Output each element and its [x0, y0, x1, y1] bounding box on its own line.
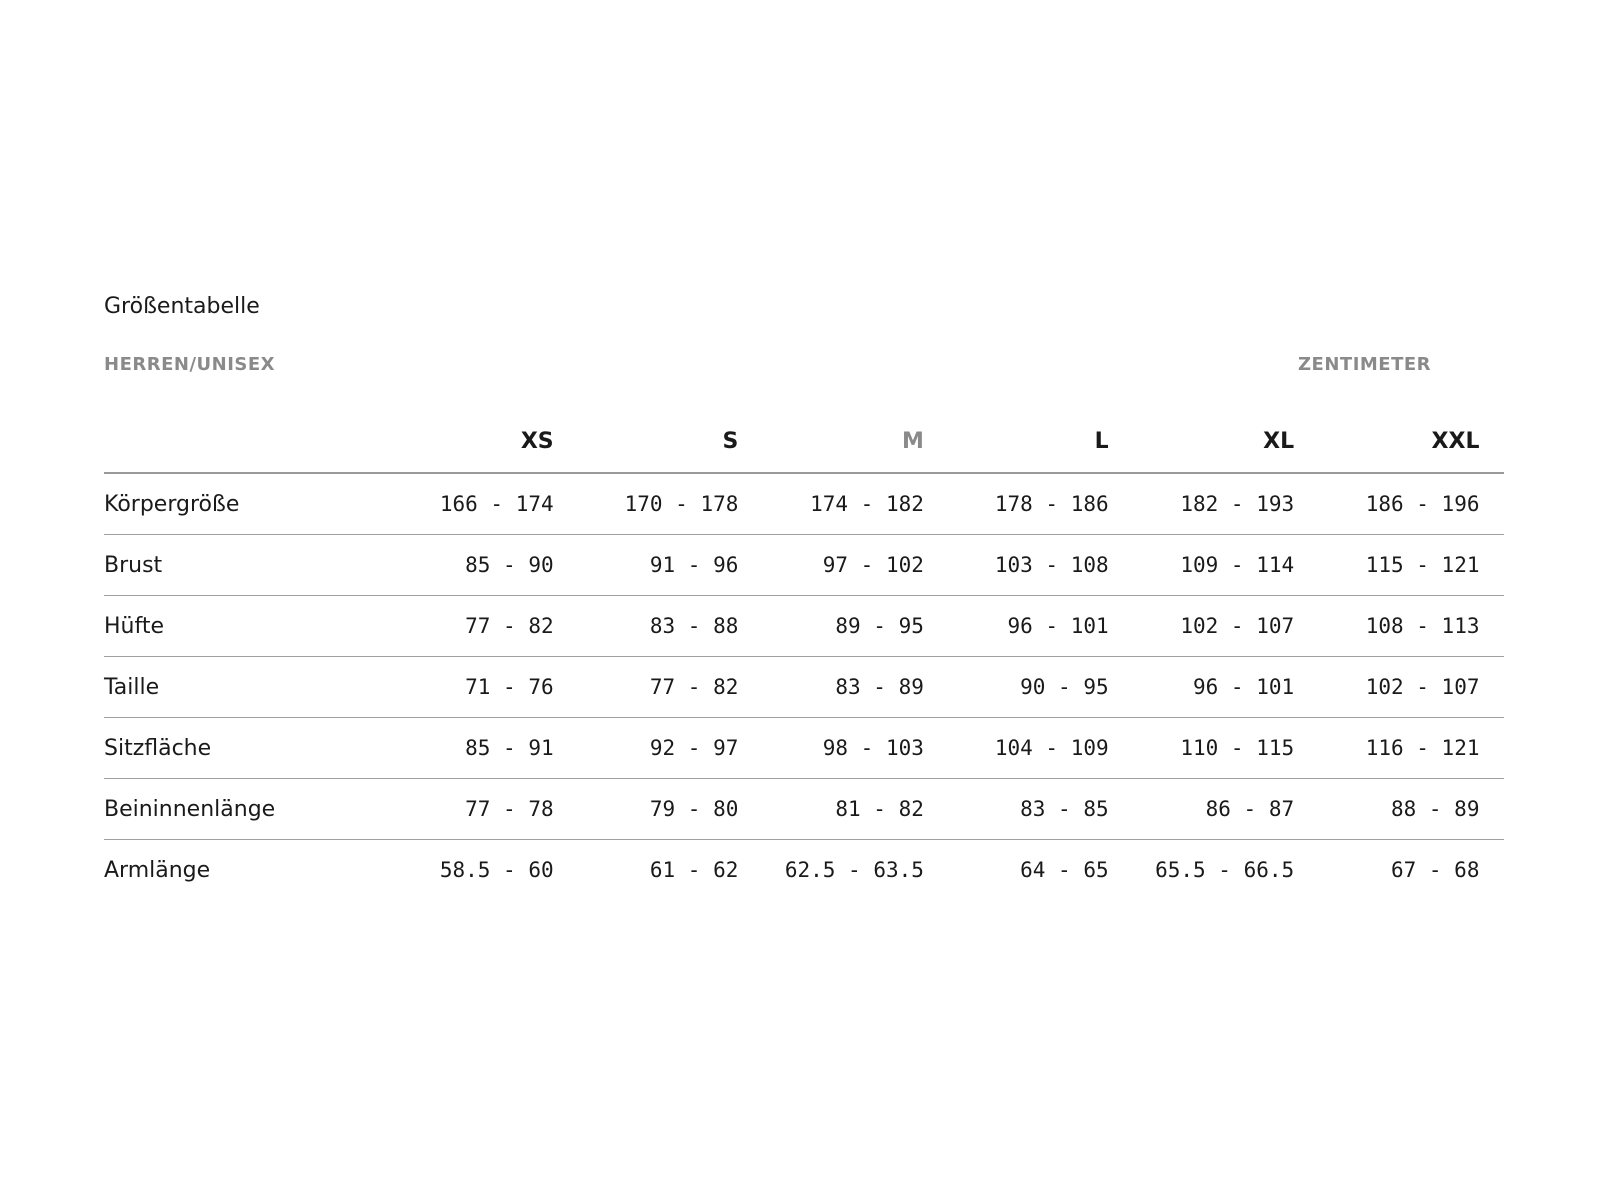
header-empty-cell	[104, 410, 369, 474]
size-value-cell: 79 - 80	[553, 778, 739, 840]
size-value-cell: 96 - 101	[923, 595, 1109, 657]
size-value-cell: 77 - 82	[553, 656, 739, 718]
size-value-cell: 109 - 114	[1108, 534, 1295, 596]
size-value-cell: 88 - 89	[1294, 778, 1480, 840]
size-value-cell: 186 - 196	[1294, 473, 1480, 535]
size-value-cell: 90 - 95	[923, 656, 1109, 718]
size-value-cell: 77 - 82	[368, 595, 554, 657]
unit-label: ZENTIMETER	[1298, 354, 1432, 375]
header-pad	[1479, 410, 1504, 474]
row-label: Beininnenlänge	[104, 778, 369, 840]
row-label: Hüfte	[104, 595, 369, 657]
size-value-cell: 97 - 102	[738, 534, 924, 596]
size-value-cell: 89 - 95	[738, 595, 924, 657]
size-header-m: M	[738, 410, 924, 474]
table-row: Sitzfläche 85 - 91 92 - 97 98 - 103 104 - 10…	[104, 717, 1504, 779]
size-value-cell: 102 - 107	[1294, 656, 1480, 718]
category-label: HERREN/UNISEX	[104, 354, 276, 375]
table-row: Beininnenlänge 77 - 78 79 - 80 81 - 82 83 - …	[104, 778, 1504, 840]
size-value-cell: 102 - 107	[1108, 595, 1295, 657]
size-value-cell: 71 - 76	[368, 656, 554, 718]
table-row: Taille 71 - 76 77 - 82 83 - 89 90 - 95 96 - 1…	[104, 656, 1504, 718]
size-value-cell: 61 - 62	[649, 858, 739, 882]
size-value-cell: 96 - 101	[1108, 656, 1295, 718]
size-value-cell: 110 - 115	[1108, 717, 1295, 779]
size-table: XS S M L XL XXL Körpergröße 166 - 174 170 - 178…	[104, 410, 1504, 900]
table-row: Armlänge 58.5 - 60 61 - 62 62.5 - 63.5 64 - …	[104, 840, 1504, 901]
size-value-cell: 182 - 193	[1108, 473, 1295, 535]
size-value-cell: 178 - 186	[923, 473, 1109, 535]
size-value-cell: 116 - 121	[1294, 717, 1480, 779]
row-label: Körpergröße	[104, 473, 369, 535]
size-value-cell: 174 - 182	[738, 473, 924, 535]
size-header-xxl: XXL	[1294, 410, 1480, 474]
size-header-xl: XL	[1108, 410, 1295, 474]
size-value-cell: 170 - 178	[553, 473, 739, 535]
size-value-cell: 98 - 103	[738, 717, 924, 779]
size-value-cell: 58.5 - 60	[439, 858, 554, 882]
size-value-cell: 81 - 82	[738, 778, 924, 840]
table-row: Körpergröße 166 - 174 170 - 178 174 - 182 17…	[104, 473, 1504, 535]
size-value-cell: 85 - 91	[368, 717, 554, 779]
table-row: Hüfte 77 - 82 83 - 88 89 - 95 96 - 101 102 - …	[104, 595, 1504, 657]
size-value-cell: 62.5 - 63.5	[784, 858, 924, 882]
size-header-l: L	[923, 410, 1109, 474]
size-value-cell: 115 - 121	[1294, 534, 1480, 596]
size-header-xs: XS	[368, 410, 554, 474]
size-value-cell: 77 - 78	[368, 778, 554, 840]
page-title: Größentabelle	[104, 294, 260, 319]
row-pad	[1479, 778, 1504, 840]
row-label: Armlänge	[104, 857, 211, 883]
row-pad	[1479, 473, 1504, 535]
row-label: Brust	[104, 534, 369, 596]
row-pad	[1479, 595, 1504, 657]
size-value-cell: 108 - 113	[1294, 595, 1480, 657]
size-value-cell: 67 - 68	[1390, 858, 1480, 882]
size-value-cell: 64 - 65	[1020, 858, 1109, 882]
size-header-s: S	[553, 410, 739, 474]
size-value-cell: 86 - 87	[1108, 778, 1295, 840]
size-value-cell: 83 - 89	[738, 656, 924, 718]
size-value-cell: 91 - 96	[553, 534, 739, 596]
size-value-cell: 85 - 90	[368, 534, 554, 596]
row-pad	[1479, 534, 1504, 596]
size-value-cell: 92 - 97	[553, 717, 739, 779]
size-value-cell: 83 - 85	[923, 778, 1109, 840]
size-value-cell: 104 - 109	[923, 717, 1109, 779]
size-value-cell: 166 - 174	[368, 473, 554, 535]
size-value-cell: 65.5 - 66.5	[1155, 858, 1295, 882]
table-header-row: XS S M L XL XXL	[104, 410, 1504, 474]
row-pad	[1479, 840, 1504, 901]
size-value-cell: 83 - 88	[553, 595, 739, 657]
table-row: Brust 85 - 90 91 - 96 97 - 102 103 - 108 109 …	[104, 534, 1504, 596]
row-label: Sitzfläche	[104, 717, 369, 779]
row-pad	[1479, 717, 1504, 779]
row-pad	[1479, 656, 1504, 718]
size-value-cell: 103 - 108	[923, 534, 1109, 596]
row-label: Taille	[104, 656, 369, 718]
